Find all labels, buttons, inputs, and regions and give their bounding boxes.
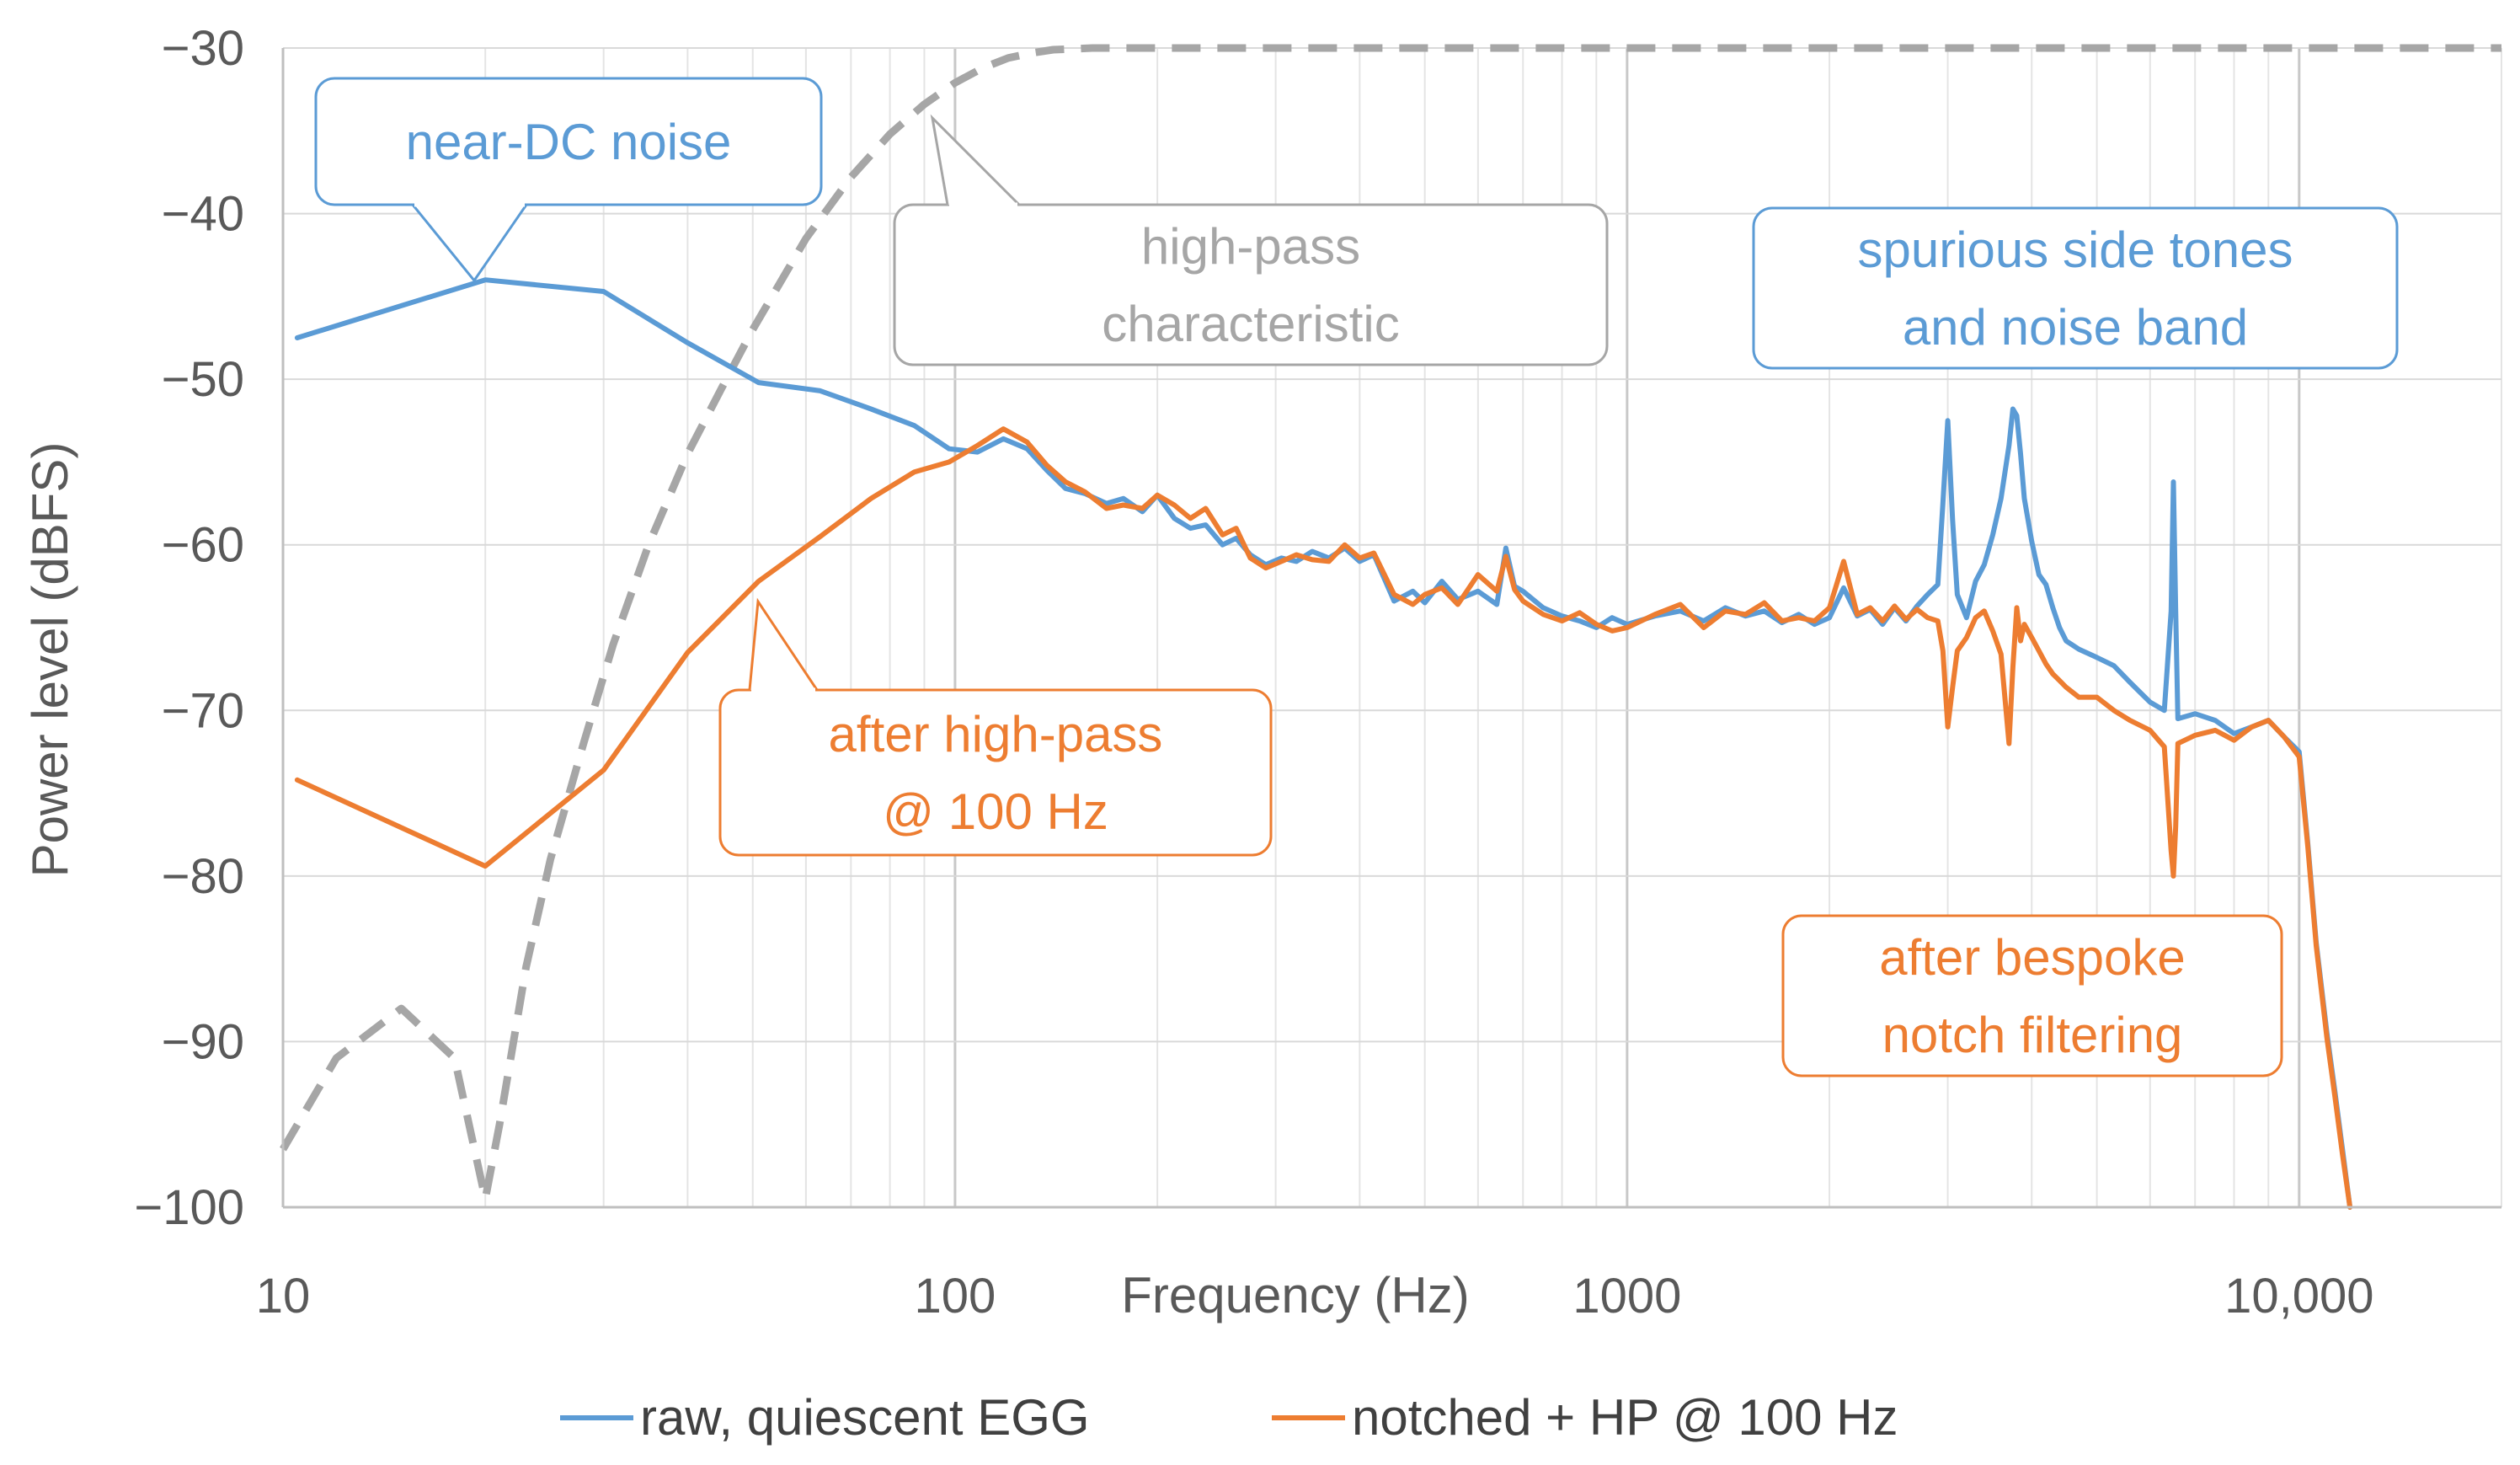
callout-pointer-fill xyxy=(413,205,526,281)
y-tick-label: −70 xyxy=(162,683,244,738)
axes xyxy=(281,48,2501,1209)
y-tick-label: −80 xyxy=(162,849,244,904)
callout-pointer xyxy=(411,204,528,283)
callout-notch-filtering: after bespoke notch filtering xyxy=(1781,914,2283,1077)
callout-text: after bespoke xyxy=(1879,929,2186,986)
callout-box xyxy=(718,688,1273,857)
x-tick-labels: 10 100 1000 10,000 xyxy=(256,1269,2374,1323)
callout-text: after high-pass xyxy=(829,706,1163,762)
y-tick-label: −30 xyxy=(162,21,244,76)
series-line-high-pass xyxy=(280,44,2501,1203)
x-axis-title: Frequency (Hz) xyxy=(1121,1267,1469,1323)
x-tick-label: 1000 xyxy=(1572,1269,1681,1323)
legend-label-notched: notched + HP @ 100 Hz xyxy=(1352,1389,1898,1446)
series-line-notched xyxy=(294,426,2353,1210)
legend-label-raw: raw, quiescent EGG xyxy=(640,1389,1090,1446)
legend: raw, quiescent EGG notched + HP @ 100 Hz xyxy=(560,1389,1898,1446)
callout-text: high-pass xyxy=(1141,218,1360,275)
x-tick-label: 10 xyxy=(256,1269,311,1323)
callout-pointer xyxy=(930,114,1021,206)
y-tick-labels: −30 −40 −50 −60 −70 −80 −90 −100 xyxy=(134,21,244,1235)
callout-near-dc-noise: near-DC noise xyxy=(314,77,823,283)
callout-text: and noise band xyxy=(1903,299,2248,356)
callout-after-high-pass: after high-pass @ 100 Hz xyxy=(718,597,1273,857)
callout-text: near-DC noise xyxy=(406,114,732,170)
callout-box xyxy=(1781,914,2283,1077)
annotation-callouts: near-DC noise high-pass characteristic spur… xyxy=(314,77,2399,1077)
y-tick-label: −50 xyxy=(162,352,244,407)
callout-box xyxy=(893,203,1609,366)
callout-pointer-fill xyxy=(750,602,817,690)
callout-text: notch filtering xyxy=(1882,1007,2183,1063)
series-lines xyxy=(280,44,2501,1210)
y-tick-label: −60 xyxy=(162,518,244,573)
y-axis-title: Power level (dBFS) xyxy=(22,442,78,878)
callout-side-tones: spurious side tones and noise band xyxy=(1752,206,2399,370)
y-tick-label: −40 xyxy=(162,187,244,242)
callout-text: @ 100 Hz xyxy=(883,783,1108,840)
x-tick-label: 100 xyxy=(915,1269,996,1323)
callout-text: characteristic xyxy=(1102,296,1399,352)
x-tick-label: 10,000 xyxy=(2224,1269,2373,1323)
y-tick-label: −90 xyxy=(162,1014,244,1069)
y-tick-label: −100 xyxy=(134,1180,244,1235)
callout-high-pass: high-pass characteristic xyxy=(893,114,1609,366)
callout-box xyxy=(1752,206,2399,370)
callout-pointer xyxy=(748,597,819,691)
callout-box xyxy=(314,77,823,206)
callout-text: spurious side tones xyxy=(1858,222,2293,278)
